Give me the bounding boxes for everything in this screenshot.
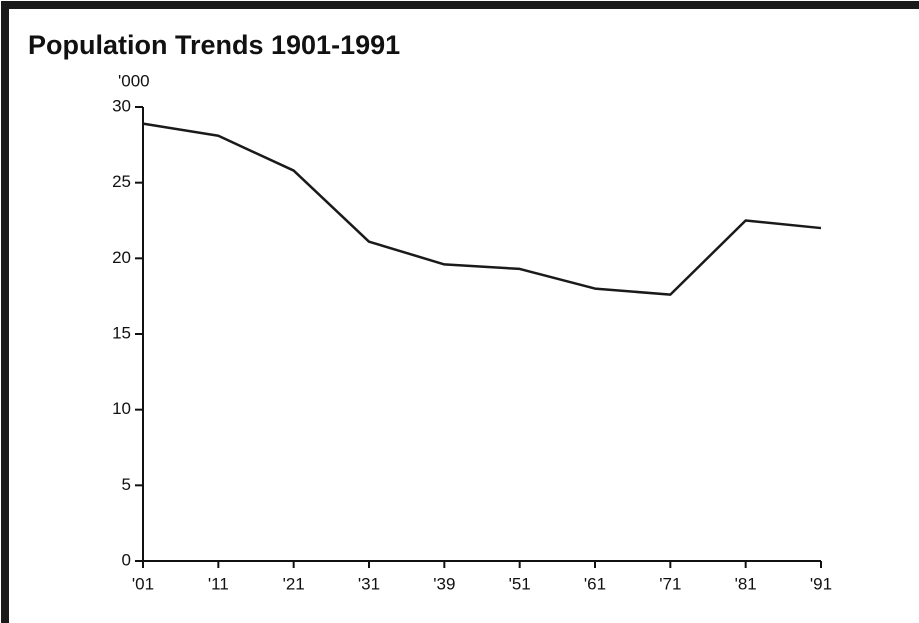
chart-title: Population Trends 1901-1991 xyxy=(28,30,400,60)
y-axis-label: '000 xyxy=(118,71,150,90)
y-tick-label: 10 xyxy=(112,399,131,418)
y-tick-label: 15 xyxy=(112,323,131,342)
x-tick-label: '31 xyxy=(358,574,380,593)
y-tick-label: 30 xyxy=(112,96,131,115)
y-tick-label: 5 xyxy=(122,475,131,494)
y-tick-label: 0 xyxy=(122,550,131,569)
x-tick-label: '21 xyxy=(283,574,305,593)
x-tick-label: '71 xyxy=(659,574,681,593)
x-tick-label: '39 xyxy=(433,574,455,593)
x-tick-label: '61 xyxy=(584,574,606,593)
y-tick-label: 25 xyxy=(112,172,131,191)
x-tick-label: '81 xyxy=(735,574,757,593)
x-tick-label: '51 xyxy=(509,574,531,593)
x-tick-label: '91 xyxy=(810,574,832,593)
y-tick-label: 20 xyxy=(112,248,131,267)
x-tick-label: '11 xyxy=(208,574,229,593)
x-tick-label: '01 xyxy=(132,574,154,593)
data-line xyxy=(142,122,822,296)
